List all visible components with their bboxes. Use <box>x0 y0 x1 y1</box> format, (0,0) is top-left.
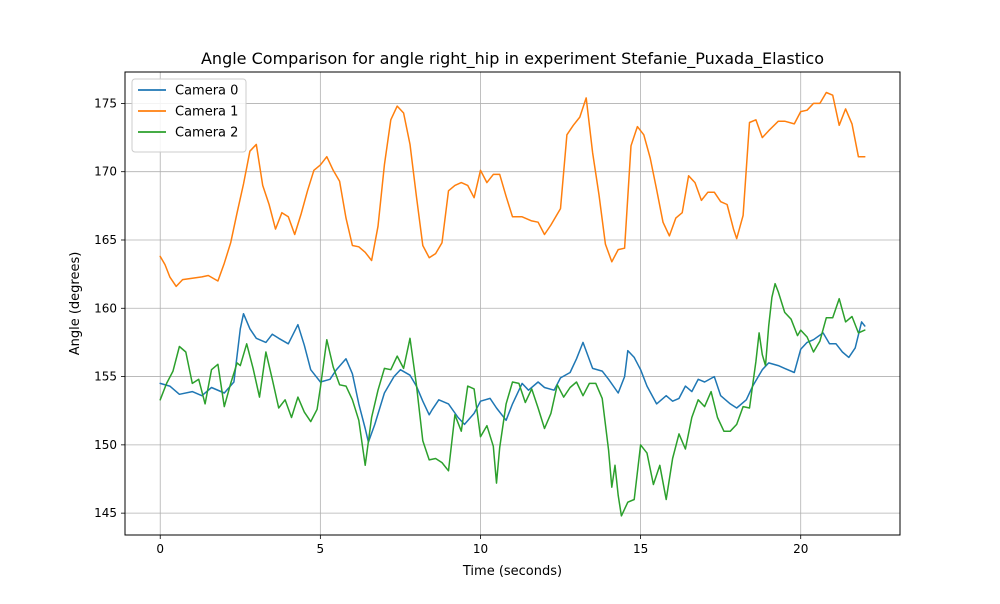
x-tick-label: 15 <box>633 542 648 556</box>
plot-frame <box>124 71 901 536</box>
legend-box <box>131 78 247 153</box>
y-tick-label: 160 <box>94 301 117 315</box>
y-tick-label: 170 <box>94 165 117 179</box>
y-tick-label: 175 <box>94 96 117 110</box>
legend: Camera 0 Camera 1 Camera 2 <box>131 78 247 153</box>
legend-label: Camera 1 <box>175 105 238 120</box>
legend-label: Camera 2 <box>175 126 238 141</box>
series-lines <box>159 91 866 517</box>
x-axis-label: Time (seconds) <box>462 564 562 579</box>
y-tick-label: 155 <box>94 370 117 384</box>
y-tick-label: 165 <box>94 233 117 247</box>
x-tick-label: 0 <box>156 542 164 556</box>
x-tick-label: 5 <box>317 542 325 556</box>
chart-title: Angle Comparison for angle right_hip in … <box>201 49 824 69</box>
series-line-camera-1 <box>159 91 866 288</box>
series-line-camera-0 <box>159 312 866 443</box>
x-tick-label: 10 <box>473 542 488 556</box>
axis-ticks: 0 5 10 15 20 145 150 155 160 165 170 175 <box>94 96 808 556</box>
x-tick-label: 20 <box>793 542 808 556</box>
y-tick-label: 150 <box>94 438 117 452</box>
y-tick-label: 145 <box>94 506 117 520</box>
y-axis-label: Angle (degrees) <box>68 252 83 356</box>
legend-label: Camera 0 <box>175 84 238 99</box>
series-line-camera-2 <box>159 282 866 517</box>
